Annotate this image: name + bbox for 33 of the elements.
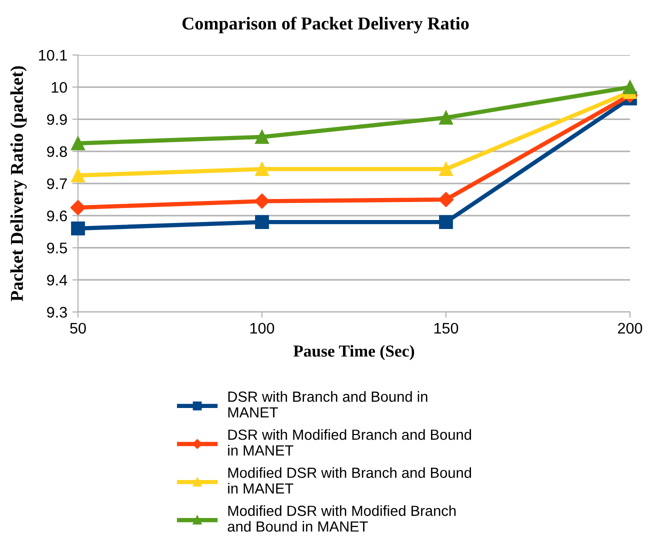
point: [70, 200, 86, 216]
point: [71, 136, 85, 150]
legend-label: DSR with Branch and Bound in MANET: [228, 391, 428, 418]
point: [439, 162, 453, 176]
y-tick-label: 9.6: [47, 210, 67, 222]
point: [439, 110, 453, 125]
y-tick-label: 10.1: [39, 50, 67, 61]
point: [71, 222, 85, 236]
legend-label: Modified DSR with Modified Branch and Bound in MANET: [228, 505, 456, 532]
y-tick-label: 10: [52, 82, 67, 93]
point: [254, 194, 270, 209]
x-tick-label: 200: [618, 322, 642, 334]
point: [255, 162, 269, 176]
y-tick-label: 9.5: [47, 242, 67, 254]
point: [438, 192, 454, 208]
x-tick-label: 50: [70, 322, 86, 334]
y-axis-title: Packet Delivery Ratio (packet): [10, 66, 27, 302]
x-tick-label: 150: [434, 322, 458, 334]
legend-label: Modified DSR with Branch and Bound in MANET: [228, 467, 472, 494]
point: [255, 215, 269, 229]
point: [255, 130, 269, 144]
y-tick-label: 9.8: [47, 146, 67, 158]
point: [71, 168, 85, 182]
y-tick-label: 9.3: [47, 306, 67, 318]
y-tick-label: 9.4: [47, 274, 68, 286]
legend-label: DSR with Modified Branch and Bound in MANET: [228, 429, 472, 456]
y-tick-label: 9.9: [47, 114, 67, 125]
point: [623, 80, 637, 94]
point: [439, 215, 453, 229]
y-tick-label: 9.7: [47, 178, 67, 190]
x-axis-title: Pause Time (Sec): [293, 344, 414, 360]
chart-title: Comparison of Packet Delivery Ratio: [182, 16, 469, 34]
x-tick-label: 100: [250, 322, 274, 334]
